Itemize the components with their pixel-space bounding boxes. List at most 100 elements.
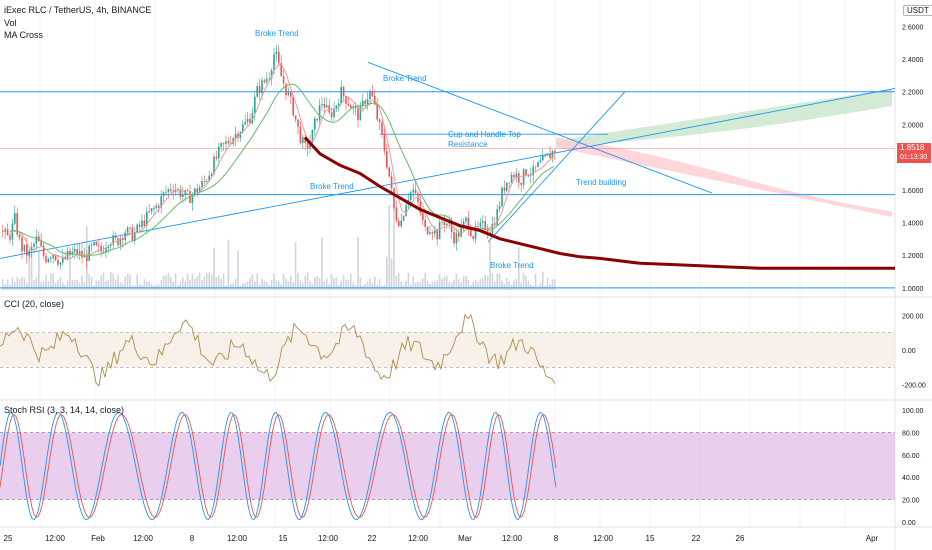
- volume-bar: [340, 280, 342, 290]
- volume-bar: [407, 272, 410, 290]
- volume-bar: [326, 278, 328, 290]
- candle-body: [6, 229, 9, 236]
- candle-body: [201, 180, 203, 188]
- candle-body: [119, 238, 122, 246]
- candle-body: [167, 189, 170, 192]
- volume-bar: [234, 278, 237, 290]
- candle-body: [542, 155, 544, 161]
- ma-fast-line: [9, 64, 555, 260]
- candle-body: [342, 86, 345, 96]
- candle-body: [546, 153, 549, 156]
- volume-bar: [160, 280, 162, 290]
- candle-body: [501, 187, 503, 206]
- candle-body: [378, 119, 381, 123]
- legend-ma-cross[interactable]: MA Cross: [4, 30, 44, 40]
- volume-bar: [23, 278, 26, 290]
- candle-body: [234, 133, 237, 139]
- volume-bar: [114, 279, 117, 290]
- candle-body: [539, 160, 542, 163]
- candle-body: [448, 223, 450, 224]
- candle-body: [544, 155, 546, 157]
- volume-bar: [498, 273, 501, 290]
- volume-bar: [489, 240, 491, 290]
- volume-bar: [38, 250, 40, 290]
- volume-bar: [95, 280, 98, 290]
- candle-body: [254, 96, 256, 113]
- candle-body: [376, 104, 378, 120]
- volume-bar: [383, 284, 386, 290]
- candle-body: [4, 229, 6, 232]
- currency-badge[interactable]: USDT: [903, 5, 932, 16]
- candle-body: [390, 176, 393, 189]
- candle-body: [148, 211, 150, 213]
- candle-body: [470, 229, 472, 237]
- volume-bar: [270, 279, 273, 290]
- candle-body: [126, 227, 129, 233]
- volume-bar: [446, 275, 448, 290]
- price-axis-tick: 2.2000: [902, 90, 924, 97]
- price-axis-tick: 2.4000: [902, 57, 924, 64]
- volume-bar: [400, 281, 402, 290]
- volume-bar: [460, 282, 462, 290]
- candle-body: [93, 242, 95, 245]
- candle-body: [534, 166, 537, 168]
- candle-body: [297, 119, 299, 127]
- volume-bar: [102, 272, 105, 290]
- legend-vol[interactable]: Vol: [4, 18, 17, 28]
- candle-body: [554, 151, 556, 153]
- candle-body: [369, 91, 371, 100]
- volume-bar: [186, 273, 189, 290]
- volume-bar: [323, 281, 326, 290]
- volume-bar: [81, 275, 83, 290]
- volume-bar: [71, 279, 74, 290]
- legend-stoch-rsi[interactable]: Stoch RSI (3, 3, 14, 14, close): [4, 405, 125, 415]
- volume-bar: [527, 280, 530, 290]
- volume-bar: [249, 277, 251, 290]
- candle-body: [513, 174, 515, 178]
- candle-body: [460, 226, 462, 237]
- legend-cci[interactable]: CCI (20, close): [4, 299, 65, 309]
- candle-body: [45, 255, 47, 263]
- volume-bar: [455, 273, 458, 290]
- candle-body: [194, 188, 196, 195]
- volume-bar: [74, 279, 76, 290]
- volume-bar: [520, 282, 522, 290]
- volume-bar: [69, 247, 71, 290]
- candle-body: [258, 86, 261, 94]
- last-price-badge: 1.8518 01:13:30: [897, 143, 931, 163]
- volume-bar: [287, 281, 290, 290]
- volume-bar: [162, 275, 165, 290]
- volume-bar: [218, 275, 220, 290]
- candle-body: [122, 238, 124, 240]
- candle-body: [381, 122, 383, 135]
- volume-bar: [335, 277, 338, 290]
- volume-bar: [434, 281, 436, 290]
- candle-body: [66, 251, 69, 259]
- candle-body: [441, 221, 443, 223]
- candle-body: [347, 103, 350, 106]
- countdown-timer: 01:13:30: [900, 154, 928, 161]
- candle-body: [162, 192, 165, 197]
- volume-bar: [62, 282, 64, 290]
- time-axis[interactable]: 25 12:00 Feb 12:00 8 12:00 15 12:00 22 12:00 Mar 12…: [4, 534, 879, 543]
- annotation-label: Trend building: [576, 178, 626, 187]
- annotation-label: Cup and Handle Top: [448, 130, 521, 139]
- volume-bar: [280, 284, 282, 290]
- candle-body: [129, 227, 131, 229]
- candle-body: [74, 248, 76, 252]
- legend-symbol-title[interactable]: iExec RLC / TetherUS, 4h, BINANCE: [4, 5, 152, 15]
- time-axis-tick: 12:00: [45, 534, 66, 543]
- candle-body: [42, 245, 45, 256]
- candle-body: [38, 236, 40, 242]
- stoch-axis-tick: 60.00: [902, 453, 920, 460]
- bear-cloud: [556, 137, 892, 217]
- candle-body: [215, 156, 218, 159]
- candle-body: [170, 189, 172, 191]
- volume-bar: [11, 277, 14, 290]
- candle-body: [506, 182, 508, 191]
- candle-body: [498, 205, 501, 210]
- price-axis-tick: 1.0000: [902, 286, 924, 293]
- volume-bar: [321, 237, 323, 290]
- candle-body: [465, 217, 467, 222]
